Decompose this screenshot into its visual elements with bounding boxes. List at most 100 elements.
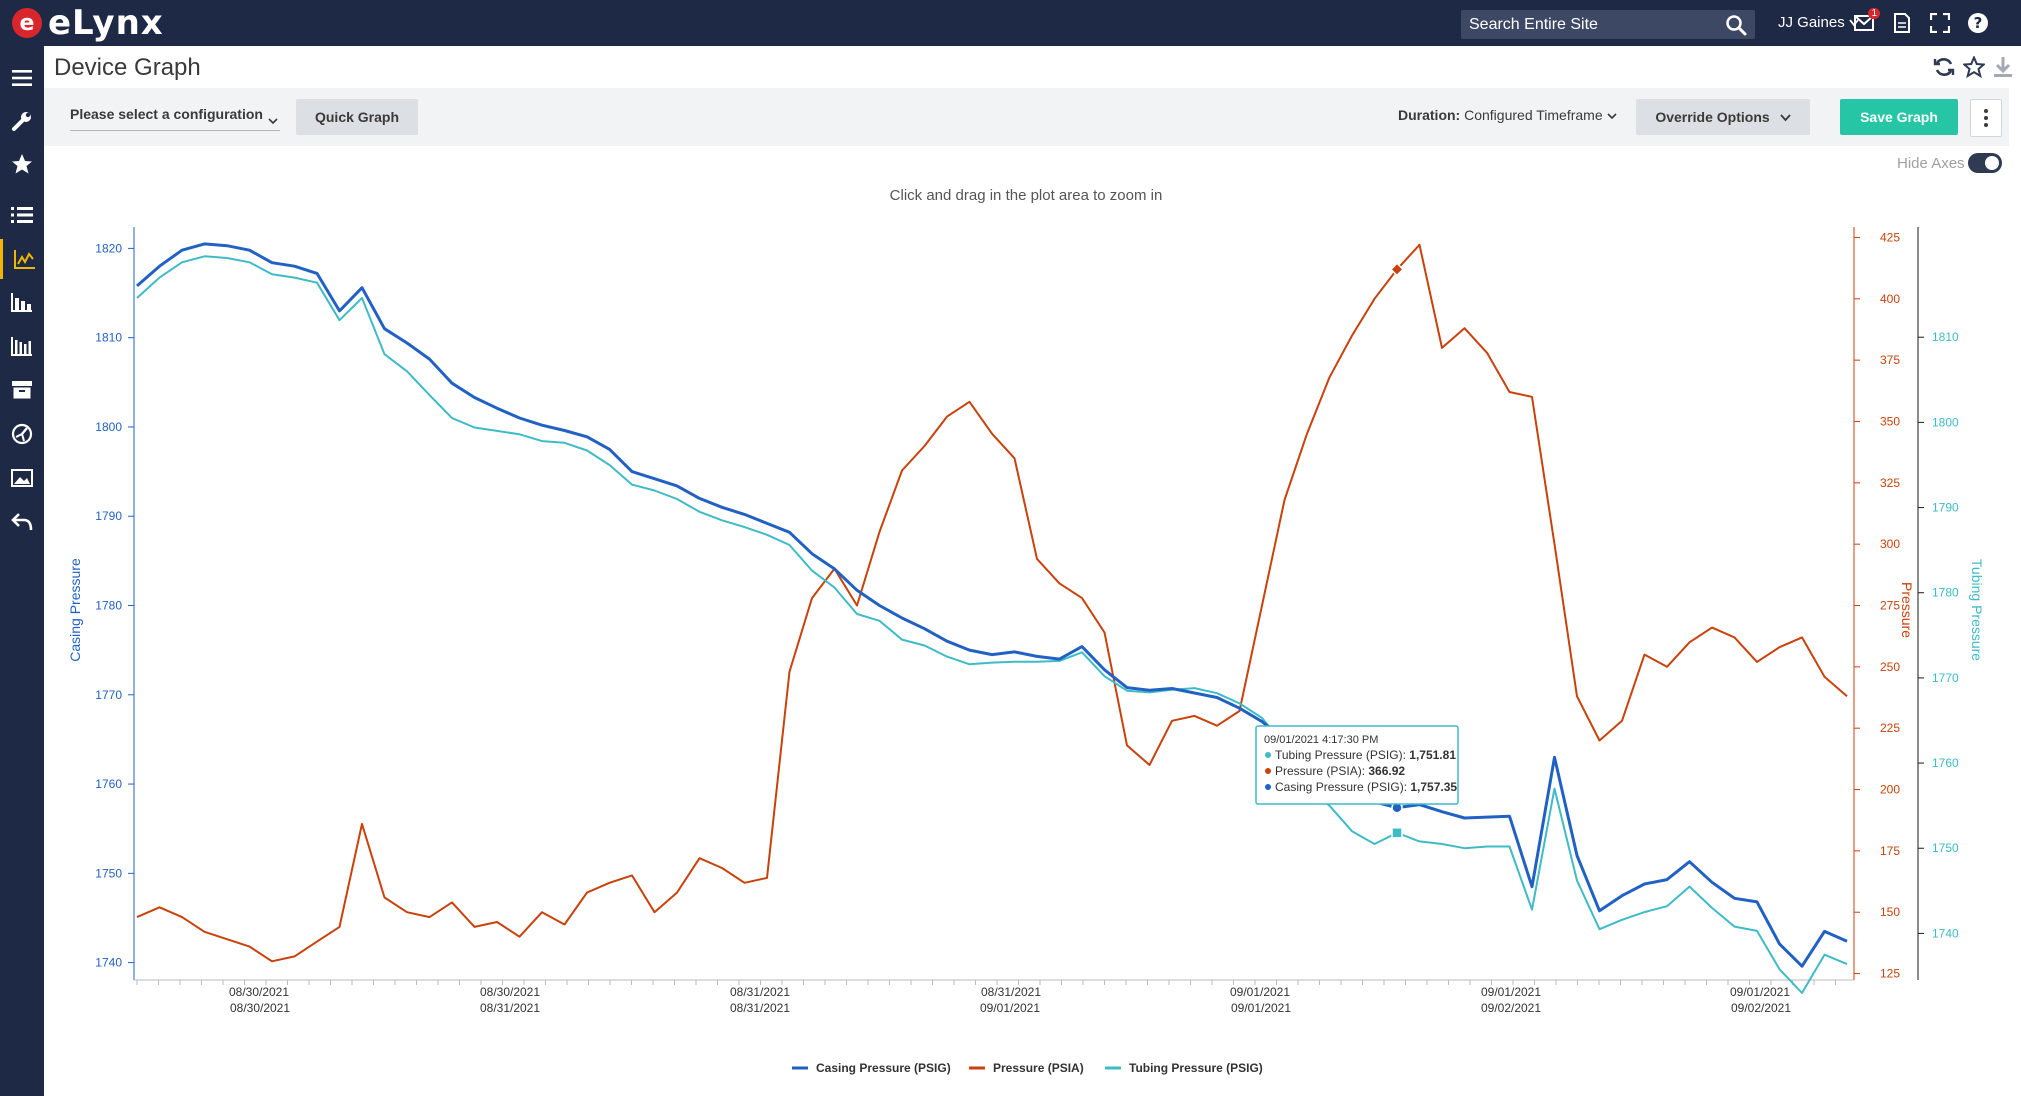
pressure-axis-title: Pressure (1899, 582, 1915, 638)
tooltip-row-label: Pressure (PSIA): (1275, 764, 1368, 778)
save-graph-button[interactable]: Save Graph (1840, 99, 1958, 135)
series-line-tubing (136, 255, 1848, 994)
tooltip-row-value: 1,751.81 (1409, 748, 1456, 762)
menu-icon[interactable] (0, 58, 44, 98)
casing-tick-label: 1820 (95, 241, 122, 255)
image-icon[interactable] (0, 458, 44, 498)
tubing-tick-label: 1800 (1932, 415, 1959, 429)
tubing-tick-label: 1810 (1932, 330, 1959, 344)
chevron-down-icon (1849, 14, 1859, 31)
casing-tick-label: 1740 (95, 956, 122, 970)
notification-badge: 1 (1868, 8, 1880, 19)
legend-item-pressure[interactable]: Pressure (PSIA) (969, 1061, 1084, 1075)
search-input[interactable] (1461, 10, 1719, 39)
undo-icon[interactable] (0, 502, 44, 542)
tubing-axis-title: Tubing Pressure (1969, 559, 1985, 661)
mail-icon[interactable]: 1 (1852, 8, 1880, 36)
star-icon[interactable] (0, 144, 44, 184)
chevron-down-icon (268, 112, 278, 128)
library-icon[interactable] (0, 326, 44, 366)
more-options-icon[interactable] (1970, 99, 2002, 137)
quick-graph-button[interactable]: Quick Graph (296, 99, 418, 135)
site-search (1461, 10, 1755, 39)
tooltip-dot (1265, 784, 1271, 790)
legend[interactable]: Casing Pressure (PSIG) Pressure (PSIA) Tub… (792, 1061, 1263, 1075)
toggle-knob (1985, 156, 1999, 170)
document-icon[interactable] (1890, 10, 1914, 36)
pressure-tick-label: 175 (1880, 844, 1900, 858)
archive-icon[interactable] (0, 370, 44, 410)
chevron-down-icon (1780, 109, 1791, 125)
pressure-tick-label: 200 (1880, 783, 1900, 797)
search-icon[interactable] (1725, 14, 1747, 41)
x-tick-label-upper: 08/30/2021 (480, 985, 540, 999)
graph-toolbar: Please select a configuration Quick Grap… (44, 88, 2009, 146)
tooltip-row: Tubing Pressure (PSIG): 1,751.81 (1275, 748, 1456, 762)
logo-word: eLynx (48, 3, 164, 43)
speed-icon[interactable] (0, 414, 44, 454)
tooltip-dot (1265, 768, 1271, 774)
override-options-label: Override Options (1655, 109, 1770, 125)
legend-item-casing[interactable]: Casing Pressure (PSIG) (792, 1061, 951, 1075)
svg-text:?: ? (1974, 14, 1983, 32)
x-tick-label-lower: 08/30/2021 (230, 1001, 290, 1015)
list-icon[interactable] (0, 195, 44, 235)
hover-marker-pressure (1389, 262, 1405, 277)
casing-axis-title: Casing Pressure (67, 558, 83, 662)
x-tick-label-lower: 08/31/2021 (480, 1001, 540, 1015)
x-tick-label-upper: 09/01/2021 (1730, 985, 1790, 999)
x-tick-label-upper: 09/01/2021 (1481, 985, 1541, 999)
tubing-tick-label: 1750 (1932, 841, 1959, 855)
x-tick-label-lower: 09/02/2021 (1731, 1001, 1791, 1015)
pressure-tick-label: 375 (1880, 353, 1900, 367)
duration-label: Duration: (1398, 107, 1461, 123)
pressure-tick-label: 350 (1880, 414, 1900, 428)
casing-tick-label: 1770 (95, 688, 122, 702)
page-title: Device Graph (54, 54, 201, 81)
casing-tick-label: 1750 (95, 866, 122, 880)
tubing-tick-label: 1770 (1932, 671, 1959, 685)
help-icon[interactable]: ? (1966, 10, 1990, 36)
pressure-tick-label: 150 (1880, 905, 1900, 919)
casing-tick-label: 1810 (95, 331, 122, 345)
tubing-tick-label: 1760 (1932, 756, 1959, 770)
graph-icon[interactable] (0, 239, 47, 279)
tooltip-row-value: 366.92 (1368, 764, 1405, 778)
pressure-tick-label: 250 (1880, 660, 1900, 674)
tooltip-row-value: 1,757.35 (1410, 780, 1457, 794)
x-tick-label-upper: 08/31/2021 (730, 985, 790, 999)
zoom-hint: Click and drag in the plot area to zoom … (890, 187, 1163, 204)
pressure-tick-label: 425 (1880, 230, 1900, 244)
override-options-button[interactable]: Override Options (1636, 99, 1810, 135)
pressure-tick-label: 275 (1880, 599, 1900, 613)
tooltip-dot (1265, 752, 1271, 758)
duration-selector[interactable]: Duration: Configured Timeframe (1398, 107, 1617, 123)
tooltip-layer: 09/01/2021 4:17:30 PM Tubing Pressure (PS… (1255, 262, 1459, 839)
legend-label: Casing Pressure (PSIG) (816, 1061, 951, 1075)
legend-item-tubing[interactable]: Tubing Pressure (PSIG) (1105, 1061, 1263, 1075)
star-outline-icon[interactable] (1961, 54, 1987, 83)
device-graph-chart[interactable]: Click and drag in the plot area to zoom … (44, 180, 2009, 1096)
configuration-select[interactable]: Please select a configuration (70, 106, 280, 131)
bar-chart-icon[interactable] (0, 282, 44, 322)
configuration-select-label: Please select a configuration (70, 106, 263, 122)
tooltip-row-label: Tubing Pressure (PSIG): (1275, 748, 1409, 762)
x-tick-label-upper: 08/31/2021 (981, 985, 1041, 999)
x-tick-label-lower: 09/02/2021 (1481, 1001, 1541, 1015)
tooltip-row-label: Casing Pressure (PSIG): (1275, 780, 1410, 794)
wrench-icon[interactable] (0, 101, 44, 141)
fullscreen-icon[interactable] (1928, 10, 1952, 36)
hide-axes-toggle[interactable] (1968, 153, 2002, 173)
x-tick-label-upper: 08/30/2021 (229, 985, 289, 999)
refresh-icon[interactable] (1933, 56, 1955, 83)
user-menu[interactable]: JJ Gaines (1778, 14, 1859, 31)
chevron-down-icon (1606, 107, 1617, 123)
sidebar (0, 46, 44, 1096)
title-bar: Device Graph (44, 46, 2021, 88)
casing-tick-label: 1760 (95, 777, 122, 791)
download-icon[interactable] (1993, 56, 2013, 83)
tubing-tick-label: 1780 (1932, 586, 1959, 600)
elynx-logo[interactable]: e eLynx (12, 3, 164, 43)
casing-tick-label: 1780 (95, 599, 122, 613)
hide-axes-label: Hide Axes (1897, 155, 1965, 172)
